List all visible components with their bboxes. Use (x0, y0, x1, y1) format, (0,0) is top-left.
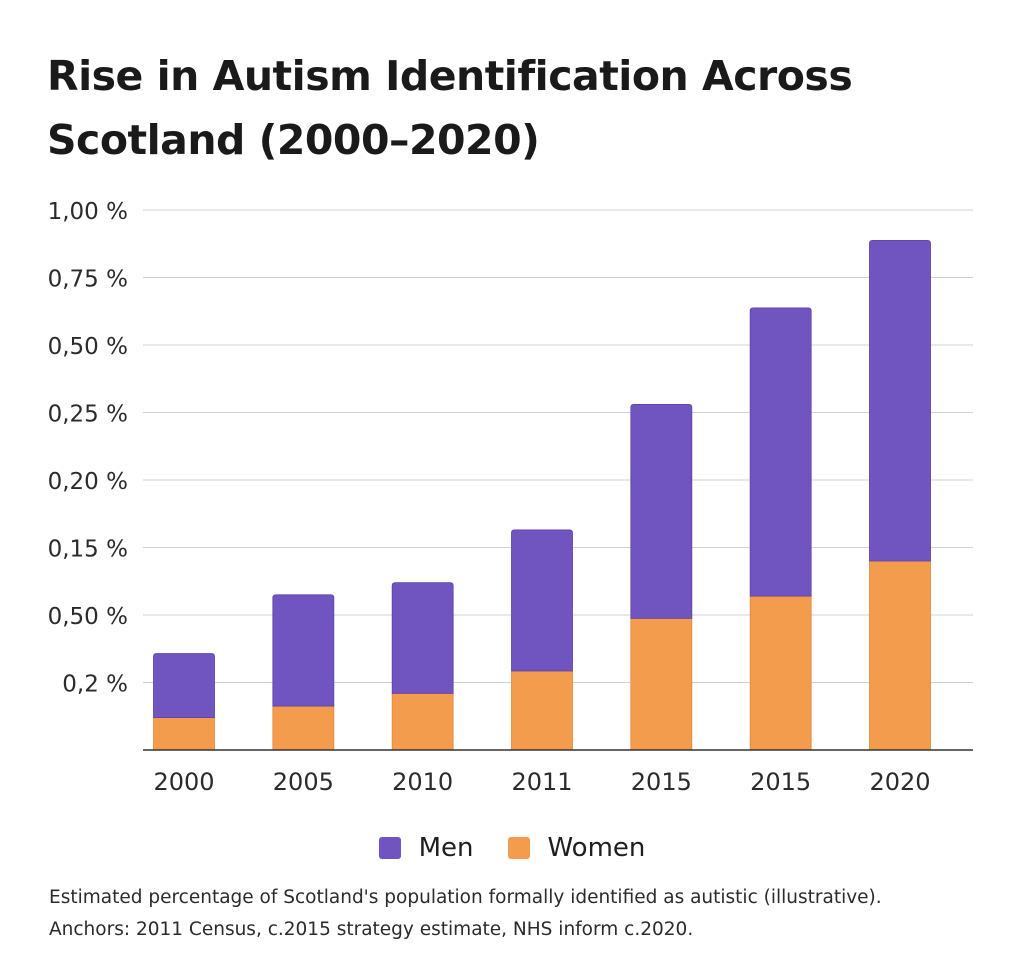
bar-men-2005 (272, 594, 335, 707)
y-tick-label: 0,75 % (48, 267, 128, 293)
x-tick-label: 2005 (273, 768, 334, 796)
y-tick-label: 0,20 % (48, 469, 128, 495)
y-tick-label: 0,50 % (48, 334, 128, 360)
x-tick-label: 2020 (869, 768, 930, 796)
y-tick-label: 0,50 % (48, 604, 128, 630)
chart-caption: Estimated percentage of Scotland's popul… (49, 882, 1009, 946)
bar-men-2015 (630, 404, 693, 619)
x-axis-ticks: 2000 2005 2010 2011 2015 2015 2020 (153, 768, 930, 796)
legend-label-women: Women (547, 833, 646, 863)
x-tick-label: 2000 (153, 768, 214, 796)
legend-item-women: Women (507, 833, 646, 863)
y-tick-label: 0,15 % (48, 537, 128, 563)
y-axis-ticks: 0,2 % 0,50 % 0,15 % 0,20 % 0,25 % 0,50 % 0,75 … (48, 199, 128, 698)
bar-women-2011 (511, 670, 573, 751)
bar-women-2000 (153, 717, 215, 751)
caption-line-1: Estimated percentage of Scotland's popul… (49, 887, 882, 908)
bar-women-2020 (869, 560, 931, 751)
bar-women-2015 (749, 595, 812, 751)
chart-plot: 0,2 % 0,50 % 0,15 % 0,20 % 0,25 % 0,50 % 0,75 … (48, 199, 973, 796)
y-tick-label: 0,2 % (62, 672, 128, 698)
chart-title: Rise in Autism Identification Across Sco… (47, 52, 853, 164)
x-tick-label: 2010 (392, 768, 453, 796)
bar-men-2015 (749, 307, 812, 597)
legend: Men Women (0, 828, 1024, 868)
x-tick-label: 2011 (511, 768, 572, 796)
y-tick-label: 0,25 % (48, 402, 128, 428)
bar-women-2010 (391, 692, 454, 751)
bar-women-2005 (272, 705, 335, 751)
bars (153, 239, 931, 751)
legend-item-men: Men (378, 833, 474, 863)
bar-men-2000 (153, 653, 215, 718)
legend-label-men: Men (418, 833, 474, 863)
x-tick-label: 2015 (750, 768, 811, 796)
bar-men-2011 (511, 529, 573, 672)
bar-women-2015 (630, 617, 693, 751)
legend-swatch-women (507, 837, 530, 859)
x-tick-label: 2015 (631, 768, 692, 796)
caption-line-2: Anchors: 2011 Census, c.2015 strategy es… (49, 919, 694, 940)
bar-men-2020 (869, 239, 931, 562)
bar-men-2010 (391, 582, 454, 694)
y-tick-label: 1,00 % (48, 199, 128, 225)
legend-swatch-men (378, 837, 401, 859)
